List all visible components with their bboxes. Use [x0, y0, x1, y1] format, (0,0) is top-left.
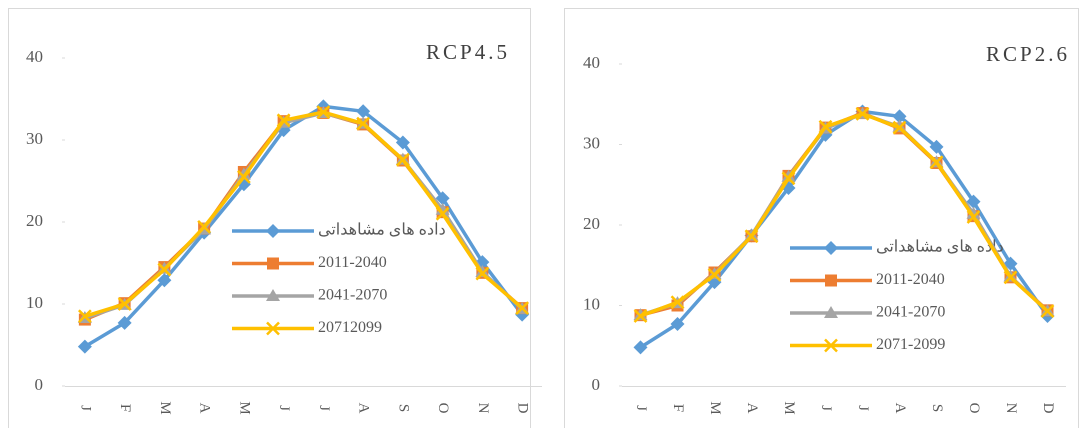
- x-tick-label: S: [395, 404, 411, 412]
- y-tick-label: 20: [583, 214, 600, 233]
- chart-title: RCP4.5: [426, 40, 510, 64]
- series-line: [84, 110, 524, 318]
- point: [316, 105, 331, 120]
- point: [966, 194, 981, 209]
- point: [356, 104, 371, 119]
- point: [157, 273, 172, 288]
- x-tick-label: A: [744, 403, 760, 414]
- x-tick-label: O: [966, 403, 982, 414]
- point: [781, 171, 796, 186]
- point: [77, 309, 92, 324]
- x-tick-label: J: [633, 405, 649, 411]
- point: [824, 306, 838, 318]
- point: [966, 210, 981, 224]
- y-tick-label: 20: [26, 211, 43, 230]
- point: [475, 266, 490, 281]
- point: [395, 135, 410, 150]
- x-tick-label: F: [117, 404, 133, 412]
- legend-label: 2011-2040: [318, 254, 387, 271]
- y-tick-label: 40: [26, 47, 43, 66]
- point: [515, 301, 530, 315]
- point: [1003, 270, 1018, 285]
- legend-label: داده های مشاهداتی: [876, 239, 1004, 256]
- point: [744, 229, 759, 244]
- x-tick-label: S: [929, 404, 945, 412]
- point: [356, 116, 371, 131]
- point: [892, 120, 907, 135]
- y-tick-label: 40: [583, 53, 600, 72]
- x-tick-label: N: [1003, 403, 1019, 414]
- point: [892, 109, 907, 124]
- point: [197, 220, 212, 234]
- point: [276, 113, 291, 128]
- point: [117, 315, 132, 330]
- point: [929, 155, 944, 170]
- point: [266, 289, 280, 301]
- point: [633, 309, 648, 323]
- x-tick-label: F: [670, 404, 686, 412]
- point: [236, 170, 251, 184]
- legend-label: داده های مشاهداتی: [318, 222, 446, 239]
- legend-label: 2041-2070: [876, 304, 945, 321]
- y-tick-label: 0: [592, 375, 601, 394]
- x-tick-label: A: [197, 403, 213, 414]
- y-tick-label: 30: [26, 129, 43, 148]
- x-tick-label: J: [276, 405, 292, 411]
- point: [435, 206, 450, 221]
- x-tick-label: M: [781, 401, 797, 414]
- x-tick-label: M: [236, 401, 252, 414]
- x-tick-label: O: [435, 403, 451, 414]
- point: [1040, 304, 1055, 319]
- x-tick-label: J: [77, 405, 93, 411]
- point: [117, 297, 132, 311]
- y-tick-label: 10: [583, 294, 600, 313]
- point: [818, 119, 833, 134]
- chart-frame: [564, 8, 1079, 433]
- point: [633, 340, 648, 355]
- point: [824, 241, 838, 255]
- point: [266, 224, 280, 238]
- point: [157, 262, 172, 277]
- x-tick-label: M: [707, 401, 723, 414]
- x-tick-label: J: [818, 405, 834, 411]
- point: [825, 274, 837, 287]
- x-tick-label: N: [475, 403, 491, 414]
- x-tick-label: D: [515, 403, 531, 414]
- point: [929, 139, 944, 154]
- x-tick-label: J: [855, 405, 871, 411]
- legend-label: 2011-2040: [876, 271, 945, 288]
- legend-label: 2071-2099: [876, 336, 945, 353]
- point: [395, 152, 410, 167]
- point: [855, 107, 870, 121]
- chart-title: RCP2.6: [986, 42, 1070, 66]
- x-tick-label: A: [892, 403, 908, 414]
- point: [435, 191, 450, 206]
- point: [670, 317, 685, 332]
- x-tick-label: D: [1040, 403, 1056, 414]
- legend-label: 20712099: [318, 319, 382, 336]
- y-tick-label: 10: [26, 293, 43, 312]
- point: [824, 338, 838, 353]
- chart-frame: [8, 8, 531, 433]
- legend-label: 2041-2070: [318, 287, 387, 304]
- point: [966, 206, 981, 219]
- point: [670, 295, 685, 310]
- x-tick-label: J: [316, 405, 332, 411]
- y-tick-label: 30: [583, 133, 600, 152]
- point: [707, 268, 722, 282]
- point: [236, 167, 251, 180]
- point: [77, 339, 92, 354]
- point: [267, 257, 279, 270]
- point: [266, 321, 280, 336]
- x-tick-label: M: [157, 401, 173, 414]
- y-tick-label: 0: [35, 375, 44, 394]
- x-tick-label: A: [356, 403, 372, 414]
